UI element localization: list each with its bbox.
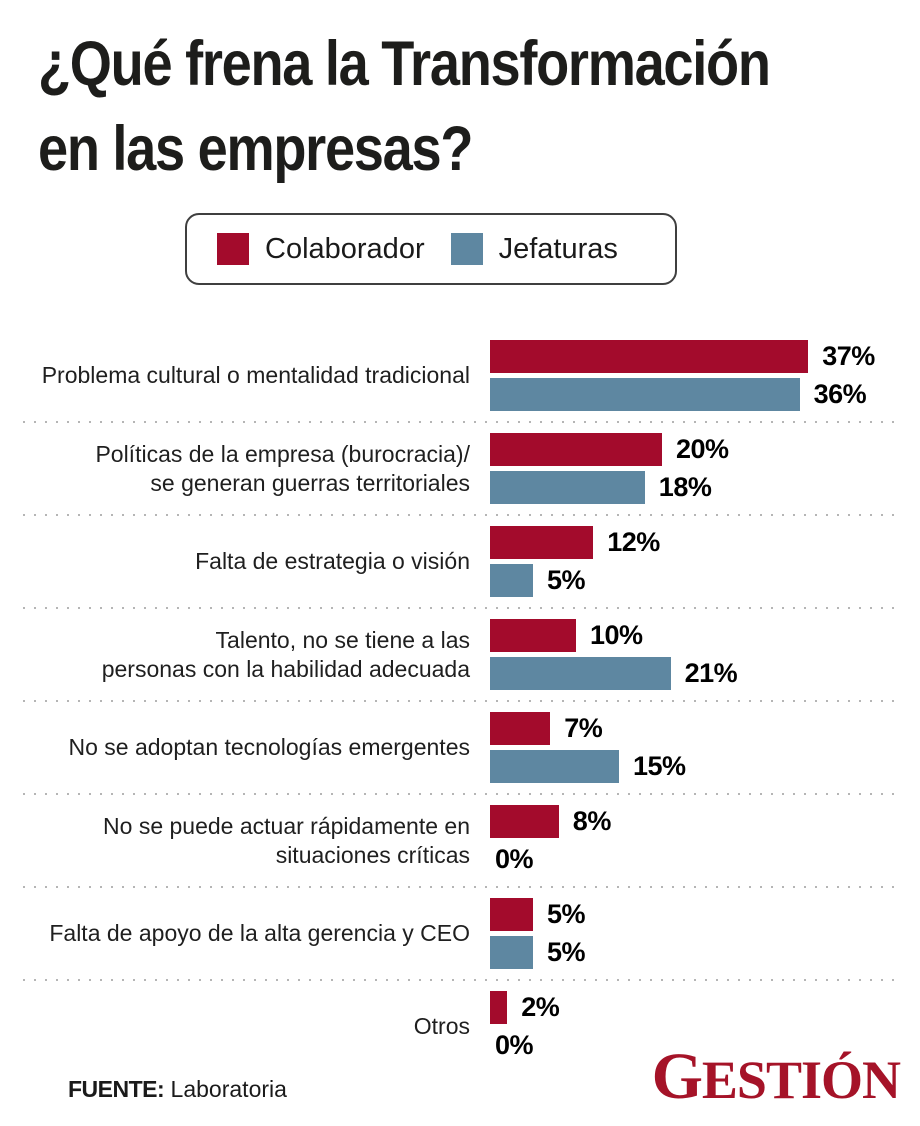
bar-jefaturas — [490, 936, 533, 969]
category-label: Otros — [413, 1013, 470, 1039]
legend-label: Jefaturas — [498, 232, 618, 265]
bar-colaborador — [490, 526, 594, 559]
bar-group: 37% 36% — [490, 340, 897, 411]
page-title: ¿Qué frena la Transformación en las empr… — [38, 29, 771, 184]
row-separator — [23, 607, 897, 609]
legend-label: Colaborador — [265, 232, 425, 265]
legend-item-colaborador: Colaborador — [217, 233, 425, 266]
bar-line-colaborador: 20% — [490, 433, 897, 466]
bar-group: 20% 18% — [490, 433, 897, 504]
value-label: 15% — [633, 751, 686, 781]
source-label: FUENTE: — [68, 1076, 165, 1102]
value-label: 8% — [572, 806, 612, 836]
category-label: Políticas de la empresa (burocracia)/ se… — [95, 440, 470, 496]
bar-line-colaborador: 12% — [490, 526, 897, 559]
row-separator — [23, 700, 897, 702]
bar-colaborador — [490, 805, 559, 838]
bar-jefaturas — [490, 378, 800, 411]
category-label: Talento, no se tiene a las personas con … — [101, 626, 470, 682]
bar-jefaturas — [490, 657, 671, 690]
bar-line-colaborador: 37% — [490, 340, 897, 373]
value-label: 0% — [495, 1030, 534, 1060]
colaborador-swatch-icon — [217, 233, 249, 265]
bar-group: 2% 0% — [490, 991, 897, 1062]
jefaturas-swatch-icon — [450, 233, 483, 265]
row-separator — [23, 514, 897, 516]
bar-jefaturas — [490, 750, 619, 783]
gestion-logo: GESTIÓN — [651, 1040, 901, 1113]
value-label: 18% — [658, 472, 712, 502]
bar-colaborador — [490, 898, 533, 931]
value-label: 37% — [822, 341, 875, 371]
bar-chart: Problema cultural o mentalidad tradicion… — [23, 330, 897, 1072]
bar-colaborador — [490, 619, 576, 652]
value-label: 5% — [547, 565, 586, 595]
chart-row: Talento, no se tiene a las personas con … — [23, 609, 897, 700]
bar-line-jefaturas: 5% — [490, 936, 897, 969]
bar-line-jefaturas: 18% — [490, 471, 897, 504]
bar-line-jefaturas: 36% — [490, 378, 897, 411]
value-label: 0% — [495, 844, 534, 874]
bar-jefaturas — [490, 564, 533, 597]
source-value: Laboratoria — [164, 1076, 287, 1102]
value-label: 36% — [813, 379, 867, 409]
category-label: No se adoptan tecnologías emergentes — [68, 734, 471, 760]
bar-line-jefaturas: 0% — [490, 843, 897, 876]
category-label: Falta de estrategia o visión — [195, 548, 470, 574]
legend-item-jefaturas: Jefaturas — [450, 232, 618, 266]
bar-colaborador — [490, 991, 508, 1024]
row-separator — [23, 886, 897, 888]
bar-colaborador — [490, 712, 551, 745]
chart-row: Falta de apoyo de la alta gerencia y CEO… — [23, 888, 897, 979]
bar-colaborador — [490, 433, 662, 466]
value-label: 21% — [684, 658, 738, 688]
chart-row: Problema cultural o mentalidad tradicion… — [23, 330, 897, 421]
row-separator — [23, 793, 897, 795]
bar-line-colaborador: 10% — [490, 619, 897, 652]
bar-group: 12% 5% — [490, 526, 897, 597]
bar-jefaturas — [490, 471, 645, 504]
value-label: 5% — [547, 937, 586, 967]
bar-group: 5% 5% — [490, 898, 897, 969]
category-label: Falta de apoyo de la alta gerencia y CEO — [49, 920, 470, 946]
bar-group: 7% 15% — [490, 712, 897, 783]
value-label: 20% — [676, 434, 729, 464]
bar-line-jefaturas: 21% — [490, 657, 897, 690]
bar-line-colaborador: 8% — [490, 805, 897, 838]
chart-row: No se puede actuar rápidamente en situac… — [23, 795, 897, 886]
bar-line-colaborador: 5% — [490, 898, 897, 931]
bar-line-jefaturas: 15% — [490, 750, 897, 783]
bar-group: 10% 21% — [490, 619, 897, 690]
value-label: 2% — [521, 992, 560, 1022]
value-label: 7% — [564, 713, 603, 743]
row-separator — [23, 421, 897, 423]
bar-line-jefaturas: 5% — [490, 564, 897, 597]
row-separator — [23, 979, 897, 981]
chart-row: No se adoptan tecnologías emergentes 7% 15… — [23, 702, 897, 793]
bar-line-colaborador: 7% — [490, 712, 897, 745]
chart-row: Falta de estrategia o visión 12% 5% — [23, 516, 897, 607]
bar-group: 8% 0% — [490, 805, 897, 876]
value-label: 10% — [590, 620, 643, 650]
bar-colaborador — [490, 340, 809, 373]
bar-line-colaborador: 2% — [490, 991, 897, 1024]
chart-row: Otros 2% 0% — [23, 981, 897, 1072]
value-label: 5% — [547, 899, 586, 929]
bar-line-jefaturas: 0% — [490, 1029, 897, 1062]
chart-legend: Colaborador Jefaturas — [185, 213, 677, 285]
category-label: No se puede actuar rápidamente en situac… — [103, 812, 470, 868]
source-line: FUENTE: Laboratoria — [68, 1076, 287, 1103]
chart-row: Políticas de la empresa (burocracia)/ se… — [23, 423, 897, 514]
category-label: Problema cultural o mentalidad tradicion… — [41, 362, 470, 388]
value-label: 12% — [607, 527, 660, 557]
